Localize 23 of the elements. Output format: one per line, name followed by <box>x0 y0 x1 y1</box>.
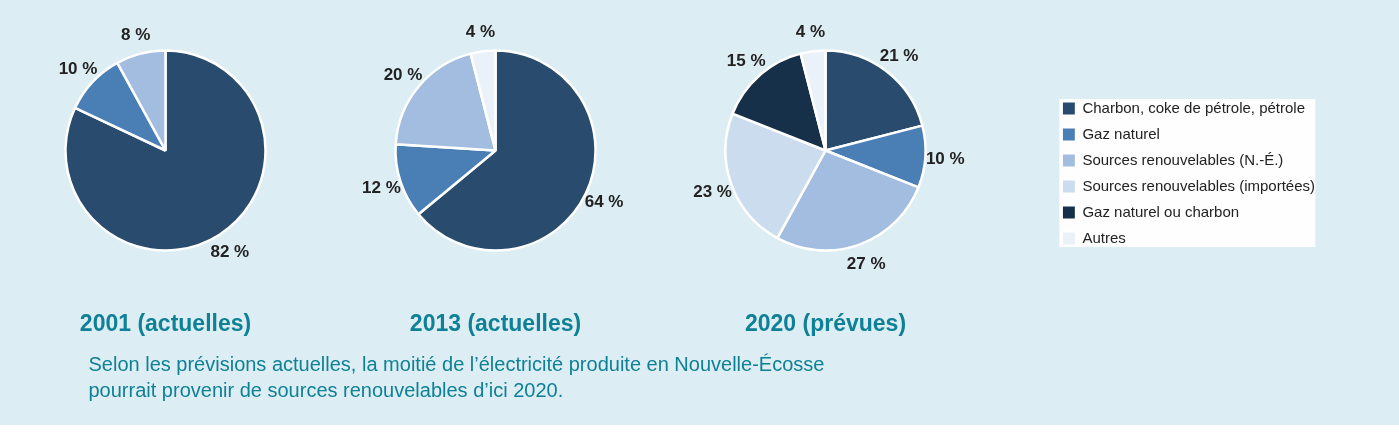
text: Selon les prévisions actuelles, la moitié de l’électricité produite en Nouvelle-Écosse pourrait provenir de sources renouvelables d’ici 2020. <box>88 352 825 401</box>
text: 2001 (actuelles) <box>79 309 252 336</box>
legend-label: Sources renouvelables (importées) <box>1082 177 1315 194</box>
data-label: 8 % <box>121 24 151 44</box>
data-label: 10 % <box>58 58 98 78</box>
data-label: 10 % <box>925 148 965 168</box>
data-label: 15 % <box>726 50 766 70</box>
data-label: 21 % <box>879 46 919 66</box>
text: 2020 (prévues) <box>744 309 907 336</box>
data-label: 4 % <box>795 21 826 41</box>
data-label: 64 % <box>584 192 624 212</box>
data-label: 4 % <box>465 21 496 41</box>
data-label: 27 % <box>846 253 886 273</box>
legend-label: Gaz naturel <box>1082 125 1160 142</box>
text: 2013 (actuelles) <box>409 309 582 336</box>
legend-label: Autres <box>1082 229 1126 246</box>
data-label: 12 % <box>362 178 401 198</box>
data-label: 23 % <box>693 181 732 201</box>
legend-label: Charbon, coke de pétrole, pétrole <box>1082 99 1306 116</box>
legend-label: Gaz naturel ou charbon <box>1082 203 1240 220</box>
data-label: 82 % <box>210 242 250 262</box>
legend-label: Sources renouvelables (N.-É.) <box>1082 151 1284 168</box>
data-label: 20 % <box>383 64 423 84</box>
